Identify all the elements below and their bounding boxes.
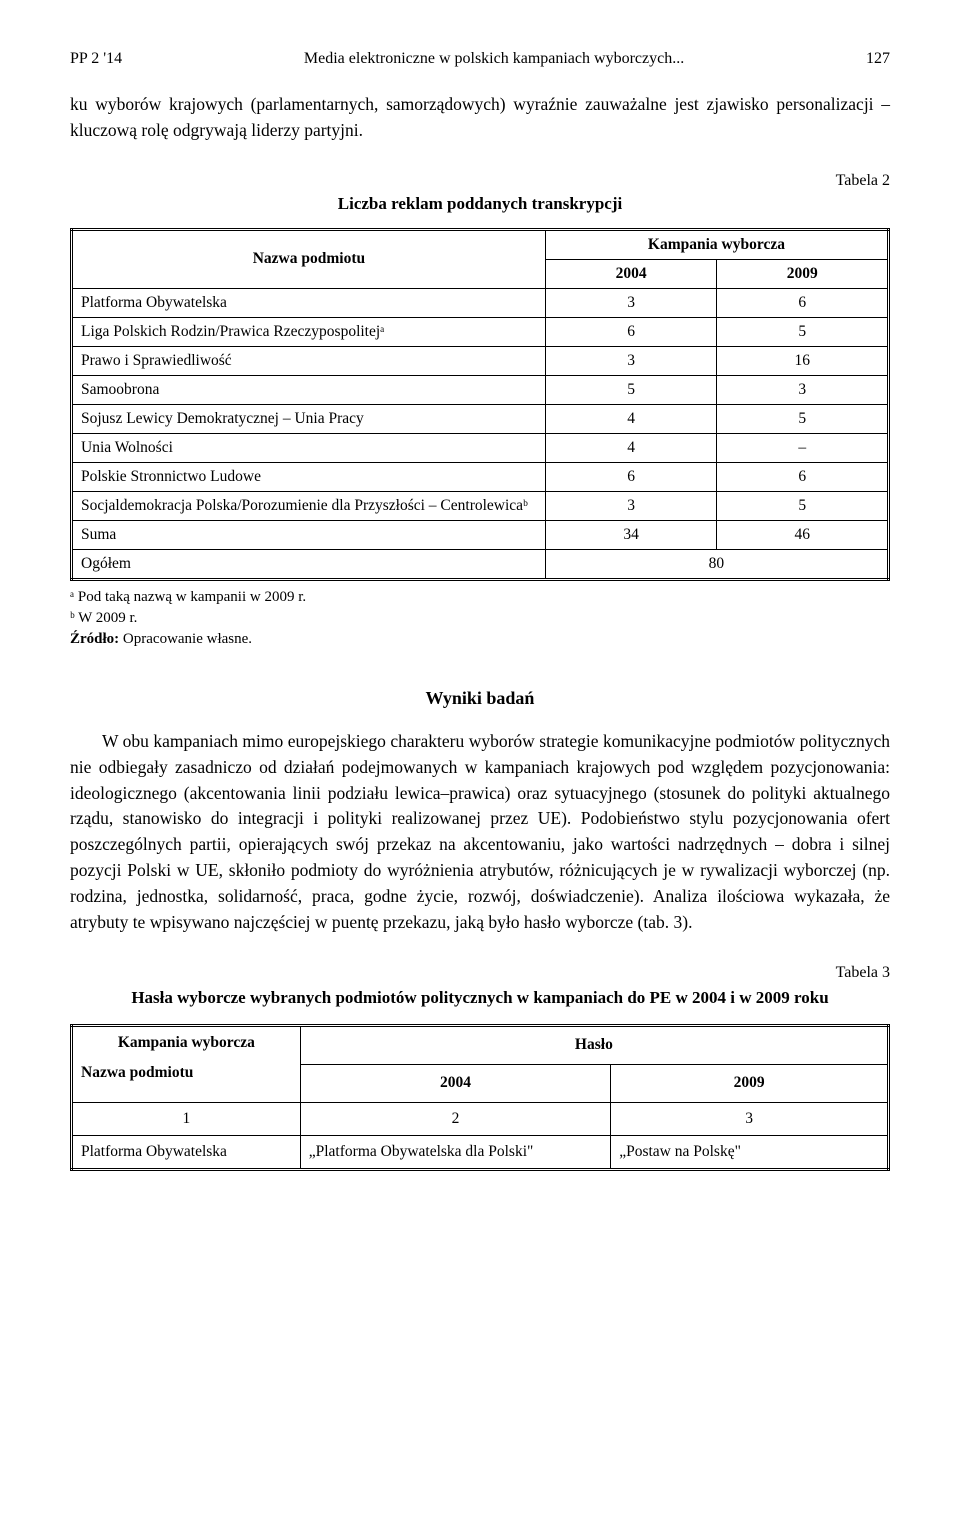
table3-label: Tabela 3 (70, 964, 890, 982)
table2-title: Liczba reklam poddanych transkrypcji (70, 194, 890, 214)
table3-numrow: 1 2 3 (72, 1102, 889, 1135)
results-paragraph: W obu kampaniach mimo europejskiego char… (70, 729, 890, 936)
th-2004: 2004 (545, 259, 717, 288)
table-row: Polskie Stronnictwo Ludowe66 (72, 462, 889, 491)
footnote-src-label: Źródło: (70, 631, 119, 647)
footnote-src: Opracowanie własne. (123, 631, 252, 647)
th-2009: 2009 (717, 259, 889, 288)
table-row: Sojusz Lewicy Demokratycznej – Unia Prac… (72, 404, 889, 433)
table-row: Samoobrona53 (72, 375, 889, 404)
footnote-a: ᵃ Pod taką nazwą w kampanii w 2009 r. (70, 587, 890, 608)
intro-paragraph: ku wyborów krajowych (parlamentarnych, s… (70, 92, 890, 144)
th3-2009: 2009 (611, 1064, 889, 1102)
header-center: Media elektroniczne w polskich kampaniac… (304, 50, 684, 68)
table-row: Suma3446 (72, 520, 889, 549)
table-total-row: Ogółem 80 (72, 549, 889, 579)
table2-footnotes: ᵃ Pod taką nazwą w kampanii w 2009 r. ᵇ … (70, 587, 890, 650)
th-name: Nazwa podmiotu (72, 229, 546, 288)
table-row: Platforma Obywatelska36 (72, 288, 889, 317)
footnote-b: ᵇ W 2009 r. (70, 608, 890, 629)
table-row: Socjaldemokracja Polska/Porozumienie dla… (72, 491, 889, 520)
table-row: Prawo i Sprawiedliwość316 (72, 346, 889, 375)
table-row: Liga Polskich Rodzin/Prawica Rzeczypospo… (72, 317, 889, 346)
table3-title: Hasła wyborcze wybranych podmiotów polit… (70, 986, 890, 1010)
th3-2004: 2004 (300, 1064, 610, 1102)
header-left: PP 2 '14 (70, 50, 122, 68)
th3-haslo: Hasło (300, 1025, 888, 1064)
th3-left: Kampania wyborcza Nazwa podmiotu (72, 1025, 301, 1102)
table-row: Unia Wolności4– (72, 433, 889, 462)
table2-label: Tabela 2 (70, 172, 890, 190)
table-2: Nazwa podmiotu Kampania wyborcza 2004 20… (70, 228, 890, 581)
page-header: PP 2 '14 Media elektroniczne w polskich … (70, 50, 890, 68)
th-group: Kampania wyborcza (545, 229, 888, 259)
section-heading: Wyniki badań (70, 688, 890, 709)
table-row: Platforma Obywatelska „Platforma Obywate… (72, 1135, 889, 1169)
header-right: 127 (866, 50, 890, 68)
table-3: Kampania wyborcza Nazwa podmiotu Hasło 2… (70, 1024, 890, 1171)
